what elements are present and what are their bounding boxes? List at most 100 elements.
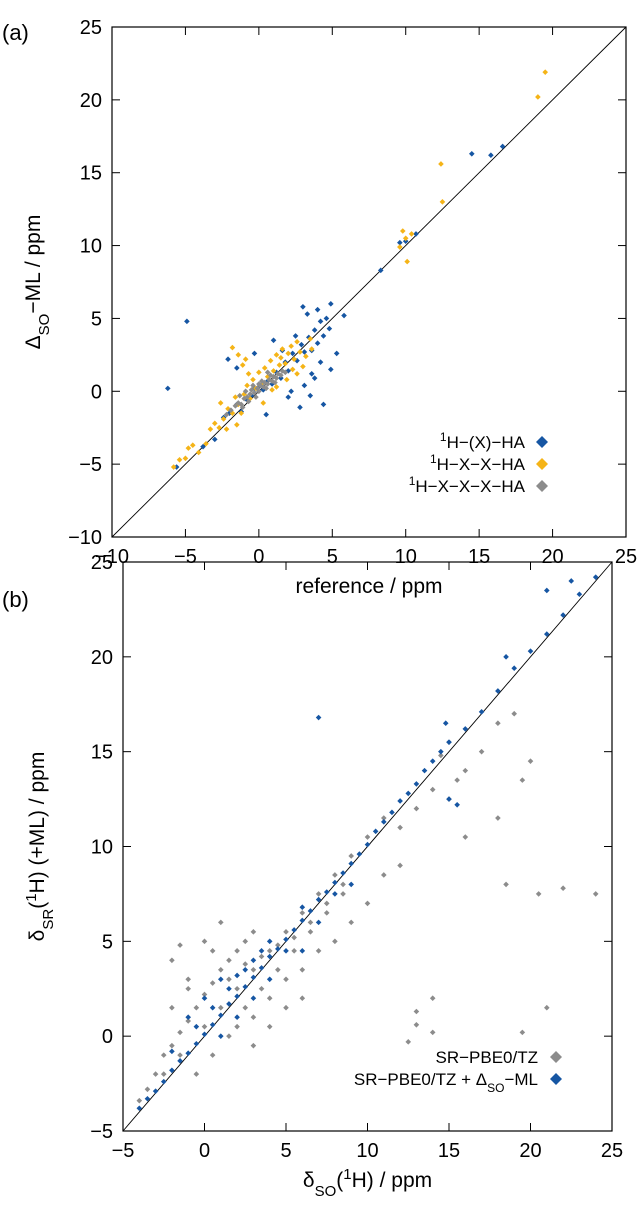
data-point: [218, 1012, 224, 1019]
data-point: [185, 1018, 191, 1024]
data-point: [248, 387, 255, 393]
x-tick-label: 0: [199, 1140, 210, 1162]
diagonal-line: [111, 26, 627, 538]
data-point: [462, 767, 469, 774]
data-point: [495, 688, 501, 694]
data-point: [527, 648, 534, 654]
data-point: [218, 919, 224, 926]
data-point: [242, 356, 249, 363]
data-point: [389, 809, 395, 816]
data-point: [421, 767, 428, 774]
data-point: [264, 378, 271, 384]
data-point: [372, 828, 379, 835]
data-point: [315, 948, 322, 954]
data-point: [242, 966, 249, 973]
data-point: [348, 860, 354, 867]
data-point: [234, 948, 240, 954]
data-point: [229, 344, 236, 351]
data-point: [234, 365, 240, 371]
data-point: [212, 420, 218, 427]
x-tick-label: 10: [395, 546, 417, 568]
data-point: [307, 908, 314, 914]
data-point: [193, 1040, 200, 1047]
data-point: [576, 591, 583, 598]
data-point: [170, 464, 177, 470]
data-point: [397, 244, 403, 250]
data-point: [348, 919, 354, 926]
data-point: [285, 350, 292, 357]
data-point: [405, 1039, 412, 1045]
data-point: [340, 870, 346, 876]
data-point: [225, 405, 231, 412]
data-point: [301, 349, 308, 355]
y-tick-label: 25: [91, 552, 113, 574]
data-point: [273, 384, 280, 390]
data-point: [519, 1029, 526, 1036]
data-point: [238, 401, 245, 408]
data-point: [301, 382, 308, 389]
data-point: [314, 340, 321, 346]
data-point: [250, 995, 257, 1002]
legend-marker: [550, 1051, 562, 1063]
data-point: [323, 900, 330, 907]
data-point: [568, 578, 575, 584]
data-point: [173, 464, 180, 470]
data-point: [544, 631, 550, 637]
data-point: [495, 720, 501, 727]
data-point: [242, 938, 249, 945]
x-axis-label: δSO(1H) / ppm: [303, 1166, 432, 1200]
data-point: [299, 966, 306, 973]
data-point: [226, 985, 232, 992]
data-point: [364, 841, 371, 848]
data-point: [323, 889, 330, 895]
legend-marker: [536, 436, 548, 448]
data-point: [260, 400, 267, 406]
data-point: [446, 739, 452, 745]
data-point: [289, 366, 296, 373]
y-tick-label: 0: [91, 381, 102, 403]
data-point: [152, 1088, 159, 1094]
data-point: [177, 1052, 183, 1058]
data-point: [535, 891, 542, 897]
data-point: [256, 369, 262, 376]
data-point: [381, 872, 387, 878]
data-point: [503, 654, 509, 660]
data-point: [364, 834, 371, 840]
legend-marker: [536, 458, 548, 470]
data-point: [291, 948, 297, 954]
data-point: [364, 900, 371, 907]
data-point: [315, 896, 322, 903]
data-point: [283, 976, 289, 983]
data-point: [260, 387, 267, 393]
data-point: [242, 388, 249, 395]
data-point: [560, 885, 566, 892]
data-point: [300, 363, 306, 370]
data-point: [311, 327, 318, 333]
data-point: [242, 984, 249, 990]
data-point: [560, 612, 566, 618]
data-point: [209, 1021, 216, 1028]
data-point: [250, 1014, 257, 1020]
y-tick-label: 15: [80, 163, 102, 185]
data-point: [136, 1105, 143, 1112]
x-tick-label: 15: [438, 1140, 460, 1162]
data-point: [184, 318, 190, 325]
data-point: [297, 404, 303, 411]
data-point: [269, 387, 275, 393]
data-point: [300, 303, 306, 310]
data-point: [195, 449, 202, 456]
panel-b-chart: (b) −5 0 5 10 15 20 25 −5 0 5 10 15 20 25 δSO(1H) / ppm…: [2, 552, 623, 1200]
series-0: [165, 143, 506, 470]
data-point: [413, 1021, 420, 1028]
data-point: [503, 881, 509, 888]
data-point: [200, 443, 206, 450]
data-point: [519, 777, 526, 783]
data-point: [462, 834, 469, 840]
data-point: [299, 904, 306, 910]
data-point: [340, 881, 346, 888]
data-point: [405, 790, 412, 797]
data-point: [356, 851, 363, 857]
data-point: [218, 1004, 224, 1011]
data-point: [276, 362, 283, 368]
